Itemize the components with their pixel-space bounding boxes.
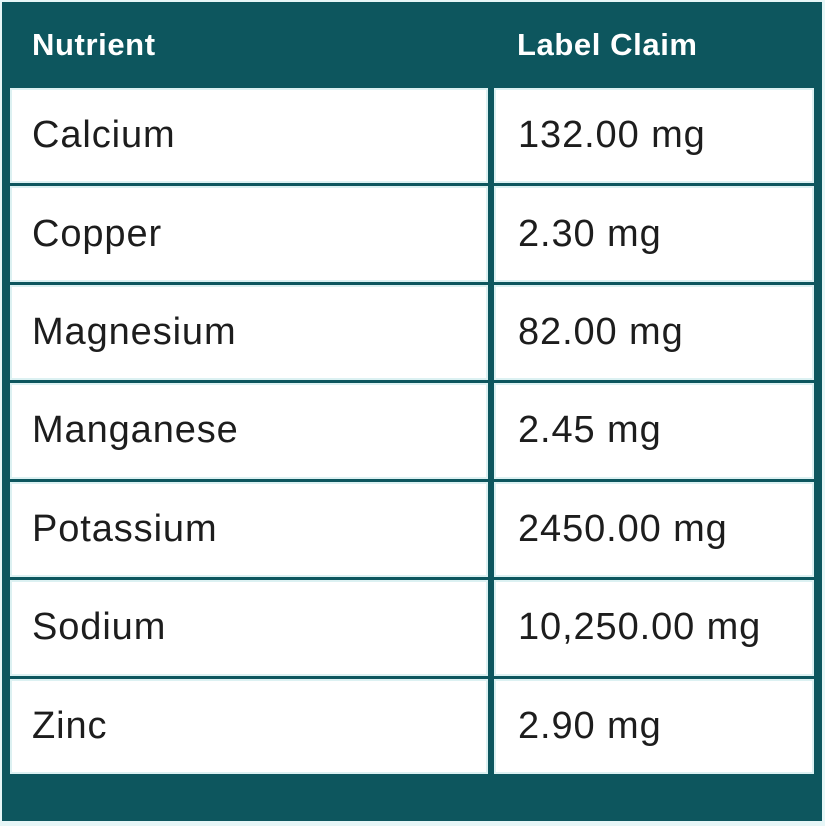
- nutrient-cell: Potassium: [10, 481, 488, 578]
- table-row: Magnesium 82.00 mg: [10, 284, 814, 381]
- nutrient-cell: Calcium: [10, 88, 488, 184]
- nutrient-cell: Manganese: [10, 383, 488, 479]
- footer-bar: [2, 774, 822, 821]
- table-row: Sodium 10,250.00 mg: [10, 580, 814, 676]
- claim-cell: 2450.00 mg: [494, 481, 814, 578]
- nutrient-cell: Copper: [10, 186, 488, 282]
- nutrient-cell: Magnesium: [10, 284, 488, 381]
- claim-cell: 10,250.00 mg: [494, 580, 814, 676]
- nutrient-cell: Zinc: [10, 678, 488, 774]
- table-row: Manganese 2.45 mg: [10, 383, 814, 479]
- claim-cell: 82.00 mg: [494, 284, 814, 381]
- table-row: Copper 2.30 mg: [10, 186, 814, 282]
- table-row: Potassium 2450.00 mg: [10, 481, 814, 578]
- claim-cell: 2.90 mg: [494, 678, 814, 774]
- table-row: Zinc 2.90 mg: [10, 678, 814, 774]
- claim-cell: 2.30 mg: [494, 186, 814, 282]
- claim-cell: 132.00 mg: [494, 88, 814, 184]
- table-row: Calcium 132.00 mg: [10, 88, 814, 184]
- table-header: Nutrient Label Claim: [2, 2, 822, 88]
- header-cell-nutrient: Nutrient: [32, 27, 156, 62]
- table-body: Calcium 132.00 mg Copper 2.30 mg Magnesi…: [2, 88, 822, 774]
- claim-cell: 2.45 mg: [494, 383, 814, 479]
- header-cell-label-claim: Label Claim: [517, 27, 698, 62]
- nutrient-cell: Sodium: [10, 580, 488, 676]
